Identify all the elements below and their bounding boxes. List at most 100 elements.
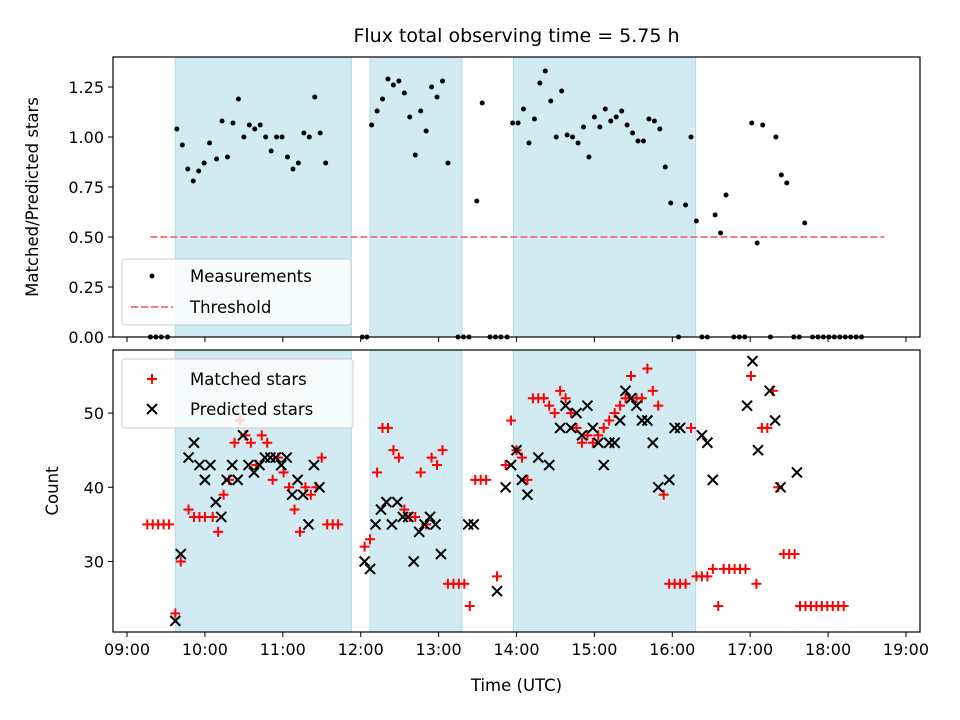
measurements-point-53 <box>474 198 480 204</box>
predicted-stars-point-6 <box>199 474 211 486</box>
x-tick-label-09:00: 09:00 <box>104 640 150 659</box>
matched-stars-point-25 <box>278 467 289 478</box>
matched-stars-point-58 <box>481 474 492 485</box>
x-tick-label-14:00: 14:00 <box>493 640 539 659</box>
predicted-stars-point-56 <box>570 407 583 419</box>
matched-stars-point-61 <box>506 415 517 426</box>
measurements-point-27 <box>295 160 301 166</box>
matched-stars-point-30 <box>305 489 316 500</box>
predicted-stars-point-80 <box>752 444 764 456</box>
predicted-stars-point-33 <box>386 518 398 531</box>
measurements-point-73 <box>586 154 592 160</box>
predicted-stars-point-75 <box>696 429 708 442</box>
measurements-point-72 <box>580 124 586 130</box>
measurements-point-65 <box>542 68 548 74</box>
predicted-stars-point-77 <box>707 474 719 486</box>
measurements-point-9 <box>196 168 202 174</box>
measurements-point-29 <box>306 134 312 140</box>
measurements-point-64 <box>537 80 543 86</box>
predicted-stars-point-43 <box>462 518 474 531</box>
measurements-point-6 <box>179 142 185 148</box>
matched-stars-point-36 <box>359 541 370 552</box>
measurements-point-78 <box>613 114 619 120</box>
predicted-stars-point-26 <box>308 459 320 471</box>
predicted-stars-point-58 <box>581 399 594 412</box>
measurements-point-63 <box>531 116 537 122</box>
matched-stars-point-78 <box>598 422 609 433</box>
measurements-point-60 <box>515 120 521 126</box>
measurements-point-80 <box>624 122 630 128</box>
predicted-stars-point-45 <box>491 585 503 597</box>
matched-stars-point-86 <box>642 363 653 374</box>
measurements-point-107 <box>784 180 790 186</box>
x-axis-label: Time (UTC) <box>470 676 562 695</box>
measurements-point-69 <box>564 132 570 138</box>
measurements-point-26 <box>290 166 296 172</box>
matched-stars-point-27 <box>289 504 300 515</box>
predicted-stars-point-5 <box>193 459 206 471</box>
matched-stars-point-105 <box>745 370 756 381</box>
measurements-point-45 <box>423 128 429 134</box>
count-panel-axes: 09:00 10:00 11:00 12:00 13:00 14:00 15:00 16:00… <box>84 349 929 659</box>
y-tick-label-bottom-50: 50 <box>84 404 104 423</box>
measurements-point-46 <box>429 84 435 90</box>
matched-stars-point-23 <box>267 474 278 485</box>
matched-stars-point-76 <box>587 437 598 448</box>
x-tick-label-17:00: 17:00 <box>727 640 773 659</box>
predicted-stars-point-76 <box>701 437 714 449</box>
predicted-stars-point-15 <box>248 466 260 479</box>
legend-predicted-label: Predicted stars <box>190 400 313 419</box>
measurements-point-54 <box>479 100 485 106</box>
measurements-point-40 <box>396 78 402 84</box>
measurements-point-84 <box>646 116 652 122</box>
matched-stars-point-13 <box>213 526 224 537</box>
predicted-stars-point-44 <box>467 518 480 531</box>
matched-stars-point-14 <box>218 489 229 500</box>
measurements-point-14 <box>225 154 231 160</box>
predicted-stars-point-64 <box>614 414 626 427</box>
matched-stars-point-5 <box>164 519 175 530</box>
predicted-stars-point-8 <box>210 496 222 508</box>
measurements-point-59 <box>510 120 516 126</box>
measurements-point-5 <box>174 126 180 132</box>
measurements-point-92 <box>693 218 699 224</box>
measurements-point-106 <box>778 172 784 178</box>
measurements-point-12 <box>214 156 220 162</box>
predicted-stars-point-36 <box>402 511 414 523</box>
predicted-stars-point-1 <box>169 615 182 627</box>
predicted-stars-point-61 <box>598 459 610 471</box>
predicted-stars-point-39 <box>418 518 431 531</box>
measurements-point-18 <box>246 122 252 128</box>
measurements-point-96 <box>718 230 724 236</box>
measurements-point-81 <box>630 130 636 136</box>
y-tick-label-top-0.25: 0.25 <box>68 278 104 297</box>
matched-stars-point-22 <box>262 437 273 448</box>
measurements-point-66 <box>548 98 554 104</box>
y-tick-label-bottom-40: 40 <box>84 478 104 497</box>
measurements-point-19 <box>252 126 258 132</box>
measurements-point-83 <box>640 138 646 144</box>
matched-stars-point-50 <box>437 445 448 456</box>
measurements-point-76 <box>602 106 608 112</box>
legend-matched-label: Matched stars <box>190 370 307 389</box>
measurements-point-31 <box>317 130 323 136</box>
predicted-stars-point-10 <box>221 474 233 486</box>
matched-stars-point-82 <box>620 393 631 404</box>
predicted-stars-point-72 <box>663 474 675 486</box>
measurements-point-20 <box>257 122 263 128</box>
matched-stars-point-29 <box>300 482 311 493</box>
matched-stars-point-40 <box>382 422 393 433</box>
measurements-point-44 <box>418 108 424 114</box>
matched-stars-point-87 <box>647 385 658 396</box>
predicted-stars-point-29 <box>364 563 376 575</box>
matched-stars-point-69 <box>549 408 560 419</box>
predicted-stars-point-23 <box>291 474 304 486</box>
legend-top: Measurements Threshold <box>121 258 352 326</box>
predicted-stars-point-48 <box>510 444 523 456</box>
measurements-point-68 <box>559 88 565 94</box>
matched-stars-point-60 <box>500 460 511 471</box>
predicted-stars-point-46 <box>499 481 512 493</box>
y-tick-label-top-1.00: 1.00 <box>68 128 104 147</box>
y-axis-label-ratio: Matched/Predicted stars <box>23 97 42 297</box>
